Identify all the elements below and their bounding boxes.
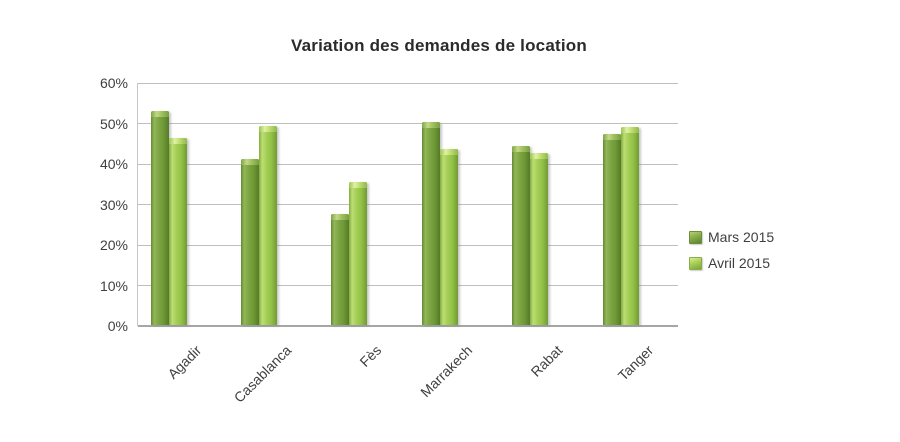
bar-casablanca-avril <box>258 126 277 325</box>
y-tick-label: 60% <box>99 75 128 91</box>
legend-swatch-icon <box>689 256 702 270</box>
bar-casablanca-mars <box>240 158 259 325</box>
x-axis-category-labels: Agadir Casablanca Fès Marrakech Rabat Tanger <box>137 342 677 442</box>
legend-item: Mars 2015 <box>689 224 774 250</box>
gridline <box>138 285 678 286</box>
gridline <box>138 123 678 124</box>
gridline <box>138 82 678 84</box>
bar-fès-mars <box>331 214 350 325</box>
y-tick-label: 30% <box>99 196 128 213</box>
y-tick-label: 40% <box>99 156 128 172</box>
bar-fès-avril <box>349 182 368 325</box>
plot-area <box>137 82 678 327</box>
chart-title: Variation des demandes de location <box>291 36 587 55</box>
x-axis-line <box>138 325 678 327</box>
legend-label: Avril 2015 <box>708 255 771 271</box>
legend-label: Mars 2015 <box>708 229 775 245</box>
bar-agadir-avril <box>168 137 187 325</box>
y-tick-label: 0% <box>107 318 128 334</box>
gridline <box>138 163 678 165</box>
legend-swatch-icon <box>689 230 702 244</box>
x-category-label: Agadir <box>163 342 204 382</box>
bar-marrakech-mars <box>421 122 440 325</box>
bar-agadir-mars <box>150 111 169 325</box>
bar-rabat-mars <box>512 146 531 325</box>
gridline <box>138 204 678 205</box>
bar-rabat-avril <box>530 153 549 325</box>
y-tick-label: 50% <box>99 115 128 132</box>
gridline <box>138 244 678 246</box>
y-tick-label: 20% <box>99 237 128 253</box>
bar-tanger-avril <box>620 126 639 325</box>
y-tick-label: 10% <box>99 277 128 294</box>
bar-marrakech-avril <box>439 148 458 325</box>
legend-item: Avril 2015 <box>689 250 774 276</box>
bar-tanger-mars <box>602 134 621 325</box>
legend: Mars 2015 Avril 2015 <box>689 224 774 276</box>
